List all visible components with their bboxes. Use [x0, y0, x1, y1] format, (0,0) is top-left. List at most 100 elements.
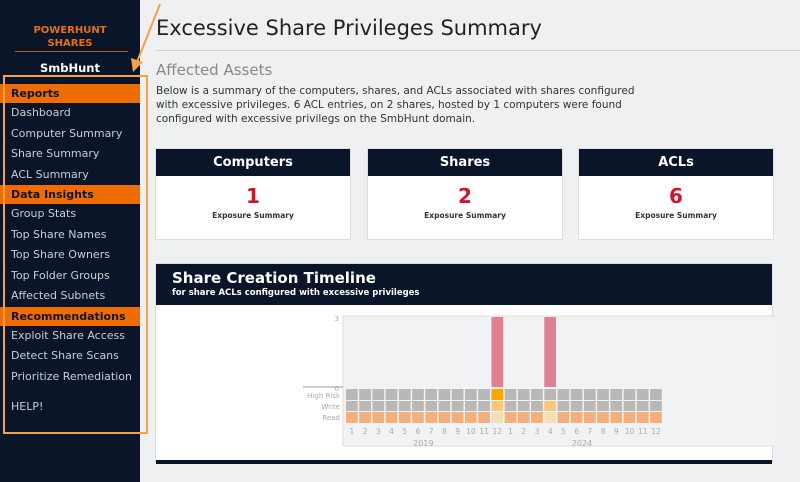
heatmap-cell-read — [491, 412, 504, 423]
heatmap-cell-read — [398, 412, 411, 423]
sidebar-section-recommendations[interactable]: Recommendations — [0, 306, 140, 326]
sidebar-item-detect-share-scans[interactable]: Detect Share Scans — [11, 349, 119, 362]
x-tick-label: 2 — [363, 427, 368, 436]
heatmap-cell-high-risk — [491, 389, 504, 400]
card-title: Computers — [156, 149, 350, 176]
x-tick-label: 12 — [651, 427, 661, 436]
heatmap-cell-read — [623, 412, 636, 423]
heatmap-cell-read — [359, 412, 371, 423]
heatmap-cell-write — [478, 401, 490, 411]
heatmap-cell-write — [517, 401, 530, 411]
sidebar-item-group-stats[interactable]: Group Stats — [11, 207, 77, 220]
heatmap-cell-write — [597, 401, 609, 411]
heatmap-cell-high-risk — [412, 389, 424, 400]
sidebar-item-affected-subnets[interactable]: Affected Subnets — [11, 289, 106, 302]
heatmap-cell-high-risk — [425, 389, 438, 400]
heatmap-cell-high-risk — [385, 389, 398, 400]
heatmap-cell-high-risk — [372, 389, 385, 400]
section-title: Affected Assets — [156, 61, 273, 79]
heatmap-cell-high-risk — [531, 389, 543, 400]
heatmap-cell-read — [636, 412, 649, 423]
x-tick-label: 11 — [638, 427, 648, 436]
x-tick-label: 6 — [574, 427, 579, 436]
x-tick-label: 5 — [402, 427, 407, 436]
sidebar-item-top-folder-groups[interactable]: Top Folder Groups — [11, 268, 110, 282]
x-tick-label: 10 — [625, 427, 635, 436]
sidebar-nav: Reports Dashboard Computer Summary Share Su… — [0, 84, 140, 418]
x-tick-label: 9 — [614, 427, 619, 436]
card-shares: Shares 2 Exposure Summary — [367, 148, 563, 240]
plot-area — [342, 315, 774, 447]
heatmap-row-label: High Risk — [307, 392, 341, 400]
heatmap-cell-write — [557, 401, 570, 411]
year-label: 2024 — [572, 439, 592, 448]
sidebar-item-share-summary[interactable]: Share Summary — [11, 147, 100, 160]
bar — [491, 317, 504, 387]
heatmap-cell-write — [425, 401, 438, 411]
main-content: Excessive Share Privileges Summary Affec… — [140, 0, 800, 482]
heatmap-cell-read — [531, 412, 543, 423]
heatmap-cell-read — [438, 412, 451, 423]
heatmap-cell-read — [570, 412, 583, 423]
sidebar-item-top-share-names[interactable]: Top Share Names — [11, 227, 107, 241]
sidebar-section-data-insights[interactable]: Data Insights — [0, 185, 140, 204]
heatmap-cell-write — [544, 401, 557, 411]
card-value[interactable]: 2 — [458, 184, 472, 208]
card-value[interactable]: 6 — [669, 184, 683, 208]
card-acls: ACLs 6 Exposure Summary — [578, 148, 774, 240]
heatmap-cell-write — [412, 401, 424, 411]
sidebar-section-reports[interactable]: Reports — [0, 84, 140, 103]
heatmap-cell-high-risk — [398, 389, 411, 400]
heatmap-cell-read — [412, 412, 424, 423]
divider — [15, 51, 128, 52]
heatmap-cell-high-risk — [544, 389, 557, 400]
sidebar-item-dashboard[interactable]: Dashboard — [11, 106, 71, 119]
x-tick-label: 3 — [376, 427, 381, 436]
x-tick-label: 9 — [455, 427, 460, 436]
heatmap-cell-high-risk — [451, 389, 464, 400]
heatmap-cell-write — [504, 401, 517, 411]
heatmap-cell-high-risk — [610, 389, 623, 400]
heatmap-cell-high-risk — [438, 389, 451, 400]
card-title: Shares — [368, 149, 562, 176]
x-tick-label: 1 — [508, 427, 513, 436]
sidebar-item-computer-summary[interactable]: Computer Summary — [11, 126, 123, 140]
heatmap-cell-read — [385, 412, 398, 423]
x-tick-label: 4 — [389, 427, 394, 436]
heatmap-cell-write — [636, 401, 649, 411]
heatmap-cell-write — [372, 401, 385, 411]
heatmap-cell-read — [478, 412, 490, 423]
domain-name: SmbHunt — [40, 61, 100, 75]
timeline-subtitle: for share ACLs configured with excessive… — [172, 288, 420, 298]
bar — [544, 317, 557, 387]
heatmap-cell-read — [425, 412, 438, 423]
y-tick-label: 0 — [335, 385, 339, 393]
heatmap-cell-read — [346, 412, 358, 423]
heatmap-cell-high-risk — [557, 389, 570, 400]
heatmap-cell-write — [464, 401, 477, 411]
timeline-title: Share Creation Timeline — [172, 269, 376, 287]
card-computers: Computers 1 Exposure Summary — [155, 148, 351, 240]
sidebar-item-top-share-owners[interactable]: Top Share Owners — [11, 248, 110, 261]
x-tick-label: 7 — [429, 427, 434, 436]
heatmap-cell-write — [359, 401, 371, 411]
heatmap-cell-read — [557, 412, 570, 423]
timeline-panel: Share Creation Timeline for share ACLs c… — [155, 263, 774, 464]
x-tick-label: 5 — [561, 427, 566, 436]
heatmap-cell-write — [491, 401, 504, 411]
heatmap-cell-write — [623, 401, 636, 411]
sidebar-item-acl-summary[interactable]: ACL Summary — [11, 167, 89, 181]
heatmap-cell-write — [531, 401, 543, 411]
sidebar-item-exploit-share-access[interactable]: Exploit Share Access — [11, 328, 125, 342]
sidebar: POWERHUNT SHARES SmbHunt Reports Dashboar… — [0, 0, 140, 482]
sidebar-item-help[interactable]: HELP! — [11, 400, 44, 413]
sidebar-item-prioritize-remediation[interactable]: Prioritize Remediation — [11, 369, 132, 383]
heatmap-cell-write — [570, 401, 583, 411]
card-value[interactable]: 1 — [246, 184, 260, 208]
panel-footer — [156, 460, 772, 464]
heatmap-cell-read — [372, 412, 385, 423]
divider — [156, 50, 800, 51]
heatmap-cell-read — [650, 412, 662, 423]
heatmap-cell-write — [398, 401, 411, 411]
